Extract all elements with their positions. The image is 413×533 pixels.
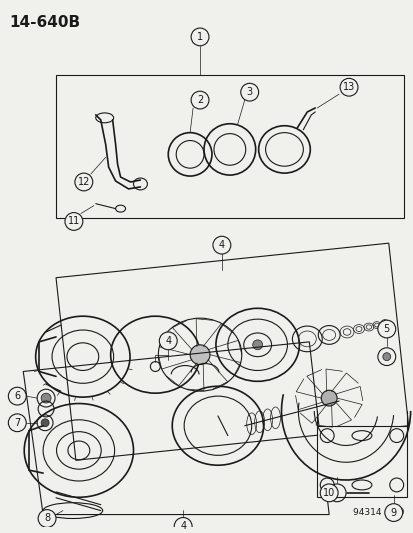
Text: 12: 12 [78,177,90,187]
Bar [56,75,403,219]
Circle shape [240,83,258,101]
Circle shape [339,78,357,96]
Circle shape [377,320,395,338]
Circle shape [8,387,26,405]
Text: 3: 3 [246,87,252,97]
Text: 4: 4 [218,240,224,250]
Text: 94314  640: 94314 640 [352,507,404,516]
Circle shape [252,340,262,350]
Text: 11: 11 [68,216,80,227]
Circle shape [190,345,209,365]
Bar [316,426,406,497]
Circle shape [65,213,83,230]
Circle shape [8,414,26,432]
Text: 13: 13 [342,82,354,92]
Circle shape [191,91,209,109]
Circle shape [174,518,192,533]
Text: 8: 8 [44,513,50,523]
Text: 9: 9 [390,507,396,518]
Circle shape [191,28,209,46]
Text: 1: 1 [197,32,203,42]
Circle shape [41,393,51,403]
Circle shape [384,504,402,521]
Text: 2: 2 [197,95,203,105]
Text: 6: 6 [14,391,20,401]
Circle shape [212,236,230,254]
Circle shape [159,332,177,350]
Circle shape [320,390,336,406]
Circle shape [382,353,390,361]
Text: 7: 7 [14,418,20,428]
Circle shape [38,510,56,527]
Text: 4: 4 [180,521,186,531]
Circle shape [320,484,337,502]
Text: 4: 4 [165,336,171,346]
Text: 10: 10 [322,488,335,498]
Text: 5: 5 [383,324,389,334]
Circle shape [75,173,93,191]
Text: 14-640B: 14-640B [9,15,80,30]
Circle shape [41,419,49,427]
